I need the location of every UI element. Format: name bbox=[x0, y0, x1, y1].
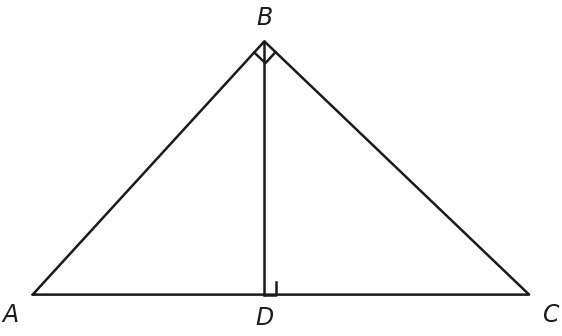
Text: D: D bbox=[255, 306, 274, 330]
Text: A: A bbox=[3, 303, 19, 327]
Text: C: C bbox=[543, 303, 559, 327]
Text: B: B bbox=[256, 6, 273, 30]
